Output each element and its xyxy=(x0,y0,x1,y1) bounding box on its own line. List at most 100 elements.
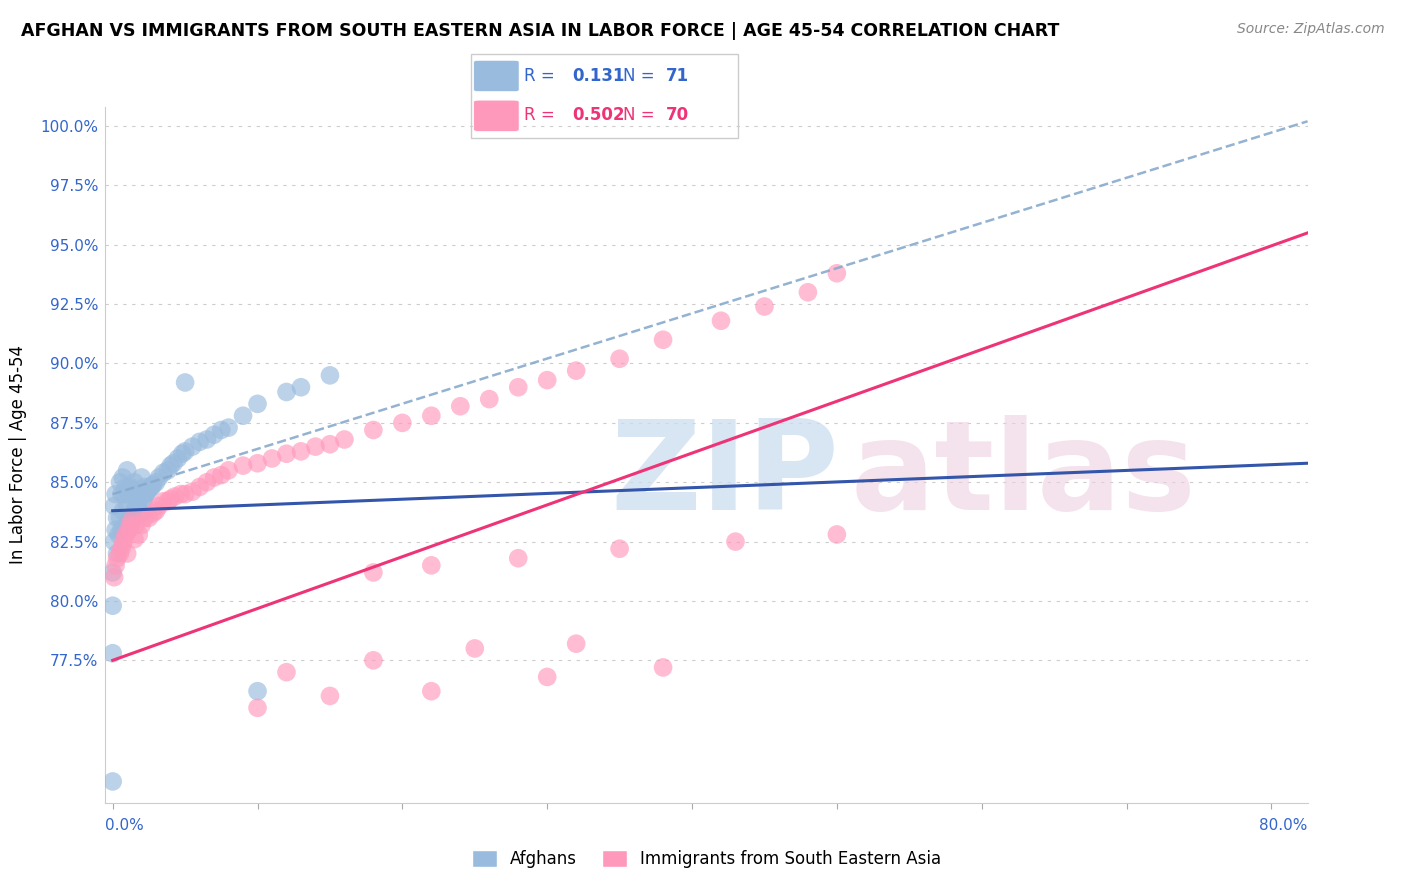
Point xyxy=(159,491,181,506)
Point xyxy=(101,646,124,660)
Point xyxy=(188,480,211,494)
Point xyxy=(319,368,342,383)
Point xyxy=(260,451,283,466)
Point xyxy=(105,551,128,566)
Point xyxy=(108,546,131,560)
Point xyxy=(135,487,157,501)
Point xyxy=(128,527,150,541)
Point xyxy=(148,499,170,513)
Point xyxy=(152,494,174,508)
Point xyxy=(139,480,162,494)
Point xyxy=(114,480,136,494)
Point xyxy=(110,487,132,501)
Point xyxy=(724,534,747,549)
Point xyxy=(108,511,131,525)
Point xyxy=(131,518,153,533)
Point xyxy=(363,423,385,437)
Point xyxy=(129,487,152,501)
Y-axis label: In Labor Force | Age 45-54: In Labor Force | Age 45-54 xyxy=(8,345,27,565)
Point xyxy=(110,541,132,556)
Point xyxy=(202,470,225,484)
Point xyxy=(104,487,127,501)
Point xyxy=(124,504,146,518)
Text: AFGHAN VS IMMIGRANTS FROM SOUTH EASTERN ASIA IN LABOR FORCE | AGE 45-54 CORRELAT: AFGHAN VS IMMIGRANTS FROM SOUTH EASTERN … xyxy=(21,22,1060,40)
Point xyxy=(131,470,153,484)
Point xyxy=(276,665,298,680)
Point xyxy=(246,684,269,698)
Point xyxy=(134,480,156,494)
Point xyxy=(145,475,167,490)
Point xyxy=(276,447,298,461)
Point xyxy=(111,537,134,551)
Point xyxy=(209,423,232,437)
Point xyxy=(115,463,138,477)
Text: N =: N = xyxy=(623,106,661,124)
Text: 80.0%: 80.0% xyxy=(1260,818,1308,832)
Point xyxy=(103,570,125,584)
Point xyxy=(101,599,124,613)
Point xyxy=(124,475,146,490)
Point xyxy=(110,523,132,537)
Point xyxy=(125,499,148,513)
Text: 71: 71 xyxy=(666,67,689,85)
Point xyxy=(104,558,127,573)
Point xyxy=(121,513,143,527)
Point xyxy=(232,409,254,423)
Point xyxy=(754,300,776,314)
Point xyxy=(391,416,413,430)
Point xyxy=(108,475,131,490)
Point xyxy=(276,384,298,399)
Point xyxy=(565,363,588,377)
Point xyxy=(420,558,443,573)
Point xyxy=(174,444,197,458)
Point xyxy=(290,444,312,458)
Text: 0.502: 0.502 xyxy=(572,106,626,124)
Point xyxy=(115,546,138,560)
Text: 0.0%: 0.0% xyxy=(105,818,145,832)
Point xyxy=(478,392,501,406)
Point xyxy=(246,701,269,715)
Point xyxy=(420,684,443,698)
Point xyxy=(134,511,156,525)
Point xyxy=(121,483,143,497)
Point xyxy=(652,660,675,674)
Point xyxy=(117,523,139,537)
Text: Source: ZipAtlas.com: Source: ZipAtlas.com xyxy=(1237,22,1385,37)
Point xyxy=(170,487,193,501)
Point xyxy=(103,534,125,549)
Point xyxy=(363,566,385,580)
Point xyxy=(162,456,184,470)
Point xyxy=(138,483,160,497)
Point xyxy=(202,427,225,442)
Point xyxy=(156,463,179,477)
Point xyxy=(101,566,124,580)
Point xyxy=(101,774,124,789)
Point xyxy=(167,451,190,466)
Point xyxy=(536,373,558,387)
Text: R =: R = xyxy=(524,106,561,124)
Point xyxy=(152,466,174,480)
Point xyxy=(125,518,148,533)
Point xyxy=(107,527,129,541)
Point xyxy=(128,494,150,508)
Point xyxy=(114,527,136,541)
Point xyxy=(112,533,135,547)
Point xyxy=(117,523,139,537)
FancyBboxPatch shape xyxy=(474,61,519,92)
Point xyxy=(246,456,269,470)
Point xyxy=(112,487,135,501)
Text: R =: R = xyxy=(524,67,561,85)
Point xyxy=(145,504,167,518)
Point xyxy=(111,504,134,518)
Point xyxy=(319,437,342,451)
Point xyxy=(188,434,211,449)
Point xyxy=(115,518,138,533)
Point xyxy=(218,463,240,477)
Text: N =: N = xyxy=(623,67,661,85)
Point xyxy=(420,409,443,423)
Point xyxy=(115,499,138,513)
Point xyxy=(124,533,146,547)
Point xyxy=(148,470,170,484)
Point xyxy=(138,511,160,525)
Point xyxy=(132,494,155,508)
